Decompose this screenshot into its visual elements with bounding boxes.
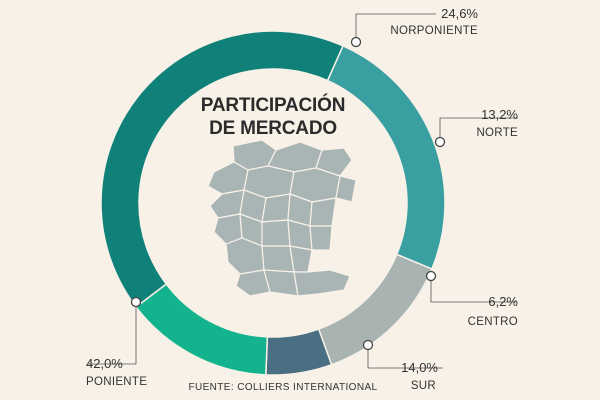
pct-label-norte: 13,2% xyxy=(481,107,518,122)
slice-label-norte: NORTE xyxy=(476,127,518,139)
slice-label-poniente: PONIENTE xyxy=(86,376,147,388)
pct-label-poniente: 42,0% xyxy=(86,356,123,371)
pct-label-norponiente: 24,6% xyxy=(441,6,478,21)
donut-ring xyxy=(100,30,446,376)
slice-label-sur: SUR xyxy=(411,380,436,392)
leader-line-norte xyxy=(439,117,518,142)
chart-title-line1: PARTICIPACIÓN xyxy=(201,94,345,116)
marker-centro xyxy=(425,270,437,282)
leader-line-norponiente xyxy=(355,13,436,42)
slice-callouts: 24,6% NORPONIENTE 13,2% NORTE 6,2% CENTR… xyxy=(86,6,518,392)
chart-title-line2: DE MERCADO xyxy=(209,118,337,139)
source-note: FUENTE: COLLIERS INTERNATIONAL xyxy=(188,382,377,393)
pct-label-centro: 6,2% xyxy=(488,294,518,309)
marker-sur xyxy=(362,339,374,351)
slice-label-norponiente: NORPONIENTE xyxy=(390,25,478,37)
leader-line-sur xyxy=(367,345,443,369)
slice-norte xyxy=(317,253,433,366)
pct-label-sur: 14,0% xyxy=(401,360,438,375)
city-map-icon xyxy=(207,139,357,297)
marker-norte xyxy=(434,136,446,148)
leader-line-centro xyxy=(430,276,516,303)
slice-sur xyxy=(134,282,269,376)
marker-norponiente xyxy=(350,36,362,48)
slice-poniente xyxy=(100,30,344,309)
leader-line-poniente xyxy=(88,302,137,365)
marker-poniente xyxy=(130,296,142,308)
slice-centro xyxy=(265,328,333,376)
slice-label-centro: CENTRO xyxy=(468,316,518,328)
